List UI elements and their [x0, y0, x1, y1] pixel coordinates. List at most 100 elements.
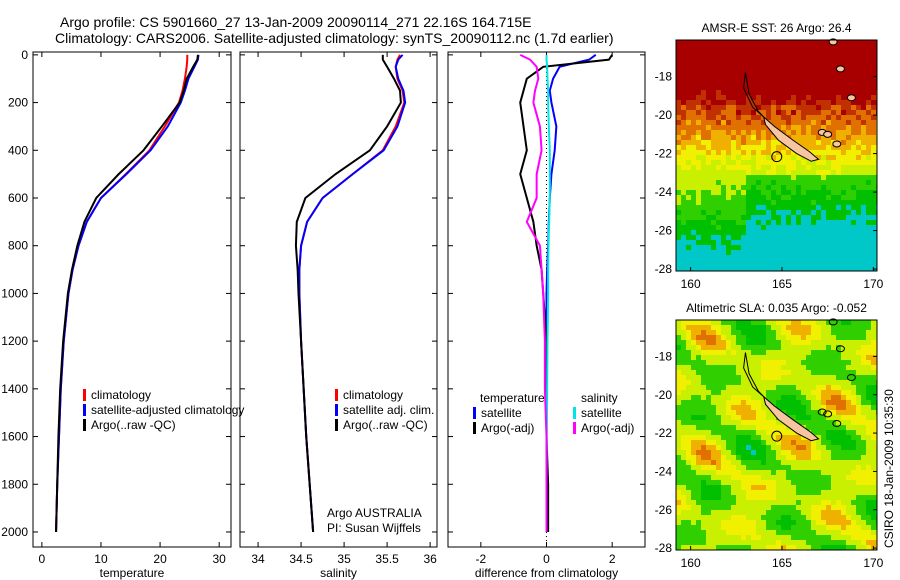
map-cell: [851, 60, 856, 65]
map-cell: [716, 185, 721, 190]
map-cell: [706, 500, 711, 505]
map-cell: [686, 195, 691, 200]
map-cell: [811, 80, 816, 85]
map-cell: [686, 115, 691, 120]
map-cell: [726, 375, 731, 380]
map-cell: [746, 265, 751, 270]
map-cell: [756, 395, 761, 400]
map-cell: [836, 70, 841, 75]
map-cell: [721, 155, 726, 160]
map-cell: [776, 85, 781, 90]
map-cell: [746, 425, 751, 430]
map-cell: [841, 140, 846, 145]
map-cell: [856, 185, 861, 190]
map-cell: [726, 450, 731, 455]
map-cell: [761, 450, 766, 455]
map-cell: [871, 95, 876, 100]
map-cell: [766, 470, 771, 475]
map-cell: [681, 380, 686, 385]
map-cell: [821, 345, 826, 350]
map-cell: [791, 510, 796, 515]
map-cell: [861, 180, 866, 185]
map-cell: [841, 450, 846, 455]
legend-label: satellite adj. clim.: [343, 403, 434, 417]
map-cell: [806, 490, 811, 495]
map-cell: [761, 190, 766, 195]
map-cell: [756, 500, 761, 505]
map-cell: [831, 200, 836, 205]
map-cell: [746, 480, 751, 485]
map-cell: [821, 80, 826, 85]
map-cell: [721, 140, 726, 145]
map-cell: [841, 245, 846, 250]
map-cell: [731, 225, 736, 230]
map-cell: [851, 180, 856, 185]
map-cell: [706, 405, 711, 410]
map-cell: [846, 125, 851, 130]
map-cell: [871, 495, 876, 500]
map-cell: [721, 145, 726, 150]
map-cell: [701, 185, 706, 190]
map-cell: [701, 175, 706, 180]
map-cell: [856, 70, 861, 75]
map-cell: [806, 400, 811, 405]
map-cell: [861, 120, 866, 125]
map-cell: [676, 230, 681, 235]
map-cell: [686, 50, 691, 55]
map-cell: [831, 405, 836, 410]
map-cell: [721, 100, 726, 105]
map-cell: [741, 230, 746, 235]
map-cell: [696, 395, 701, 400]
map-cell: [796, 60, 801, 65]
map-cell: [746, 535, 751, 540]
map-cell: [791, 95, 796, 100]
map-cell: [811, 350, 816, 355]
map-cell: [856, 105, 861, 110]
map-cell: [826, 150, 831, 155]
map-cell: [746, 210, 751, 215]
map-cell: [841, 480, 846, 485]
map-cell: [741, 500, 746, 505]
map-cell: [801, 135, 806, 140]
map-cell: [786, 90, 791, 95]
map-cell: [696, 100, 701, 105]
map-cell: [856, 145, 861, 150]
map-cell: [686, 110, 691, 115]
map-cell: [751, 170, 756, 175]
map-cell: [786, 120, 791, 125]
map-cell: [701, 415, 706, 420]
map-cell: [831, 115, 836, 120]
map-cell: [716, 225, 721, 230]
map-cell: [796, 105, 801, 110]
map-cell: [821, 160, 826, 165]
map-cell: [706, 395, 711, 400]
map-cell: [856, 480, 861, 485]
map-cell: [781, 365, 786, 370]
map-cell: [806, 110, 811, 115]
map-cell: [836, 535, 841, 540]
map-cell: [776, 105, 781, 110]
map-cell: [776, 50, 781, 55]
map-cell: [746, 395, 751, 400]
map-cell: [831, 135, 836, 140]
map-cell: [731, 85, 736, 90]
map-cell: [726, 170, 731, 175]
map-cell: [801, 350, 806, 355]
map-cell: [851, 450, 856, 455]
map-cell: [726, 75, 731, 80]
map-cell: [801, 115, 806, 120]
map-cell: [846, 345, 851, 350]
map-cell: [751, 410, 756, 415]
map-cell: [806, 115, 811, 120]
map-cell: [801, 265, 806, 270]
map-cell: [771, 145, 776, 150]
map-cell: [816, 235, 821, 240]
map-cell: [741, 415, 746, 420]
map-cell: [831, 460, 836, 465]
legend-label: satellite-adjusted climatology: [91, 403, 244, 417]
map-cell: [791, 90, 796, 95]
map-cell: [686, 240, 691, 245]
map-cell: [696, 220, 701, 225]
map-cell: [856, 445, 861, 450]
map-cell: [711, 380, 716, 385]
